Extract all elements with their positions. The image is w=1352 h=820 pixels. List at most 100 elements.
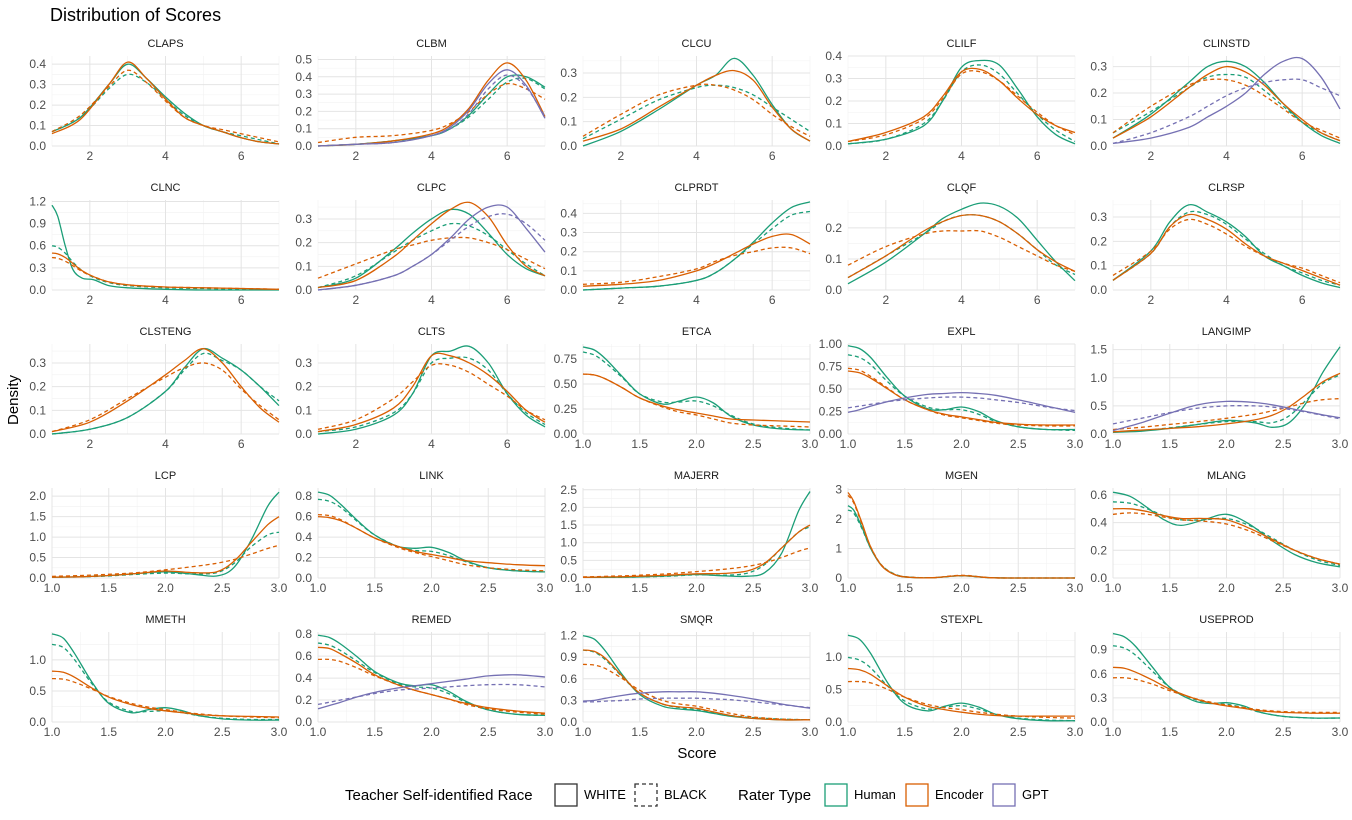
y-tick-label: 0.6 [1090,488,1107,502]
panel-mmeth: MMETH 1.0 1.5 2.0 2.5 3.0 0.0 0.5 1.0 [29,614,287,739]
x-tick-label: 3.0 [1332,581,1349,595]
x-tick-label: 6 [504,293,511,307]
y-tick-label: 0.2 [295,236,312,250]
y-tick-label: 0.0 [29,571,46,585]
y-tick-label: 0.0 [29,139,46,153]
y-tick-label: 0.6 [1090,667,1107,681]
y-tick-label: 0.5 [29,684,46,698]
series-encoder-white [317,515,546,567]
x-tick-label: 2.5 [1275,437,1292,451]
series-encoder-white [582,524,811,578]
y-tick-label: 0.4 [29,57,46,71]
panel-etca: ETCA 1.0 1.5 2.0 2.5 3.0 0.00 0.25 0.50 0.75 [554,326,819,451]
series-gpt-black [847,396,1076,412]
y-tick-label: 0.3 [1090,210,1107,224]
x-tick-label: 2.0 [1218,437,1235,451]
legend-label-gpt: GPT [1022,787,1049,802]
y-tick-label: 0.3 [295,212,312,226]
series-gpt-black [317,213,546,291]
y-tick-label: 0.25 [819,405,843,419]
y-tick-label: 0.0 [825,715,842,729]
y-tick-label: 0.1 [825,252,842,266]
x-tick-label: 2 [86,437,93,451]
x-tick-label: 1.5 [631,725,648,739]
series-encoder-black [582,246,811,285]
x-tick-label: 2 [86,293,93,307]
series-human-black [51,352,280,435]
panel-clsteng: CLSTENG 2 4 6 0.0 0.1 0.2 0.3 [29,326,280,451]
x-tick-label: 2 [352,149,359,163]
x-tick-label: 4 [958,149,965,163]
facet-label: CLINSTD [1203,38,1250,50]
panel-useprod: USEPROD 1.0 1.5 2.0 2.5 3.0 0.0 0.3 0.6 0.9 [1090,614,1348,739]
y-tick-label: 0.0 [1090,139,1107,153]
legend-label-white: WHITE [584,787,626,802]
x-tick-label: 1.0 [575,437,592,451]
facet-label: MGEN [945,470,978,482]
x-tick-label: 6 [769,293,776,307]
x-tick-label: 2.5 [745,581,762,595]
facet-label: REMED [412,614,452,626]
x-tick-label: 2.5 [214,725,231,739]
series-encoder-black [51,677,280,719]
x-tick-label: 2.0 [688,437,705,451]
x-tick-label: 2.0 [688,725,705,739]
x-tick-label: 4 [693,293,700,307]
x-tick-label: 4 [958,293,965,307]
panel-langimp: LANGIMP 1.0 1.5 2.0 2.5 3.0 0.0 0.5 1.0 1.5 [1090,326,1348,451]
y-tick-label: 1.2 [29,194,46,208]
facet-label: CLILF [947,38,977,50]
x-tick-label: 2.0 [423,581,440,595]
x-tick-label: 2.0 [1218,581,1235,595]
x-tick-label: 2.0 [157,725,174,739]
y-tick-label: 0.00 [554,427,578,441]
chart-title: Distribution of Scores [50,5,221,25]
y-tick-label: 1.5 [560,518,577,532]
x-tick-label: 1.5 [896,437,913,451]
series-encoder-black [1112,218,1341,284]
y-tick-label: 0.0 [825,283,842,297]
x-tick-label: 3.0 [537,581,554,595]
y-tick-label: 1.5 [1090,343,1107,357]
y-tick-label: 1.0 [560,536,577,550]
x-tick-label: 1.5 [100,581,117,595]
series-encoder-white [317,62,546,147]
y-tick-label: 0.8 [295,627,312,641]
series-encoder-white [1112,372,1341,433]
series-encoder-white [51,516,280,578]
series-gpt-black [317,74,546,147]
panel-clqf: CLQF 2 4 6 0.0 0.1 0.2 [825,182,1076,307]
panel-majerr: MAJERR 1.0 1.5 2.0 2.5 3.0 0.0 0.5 1.0 1.5 2.0 2.5 [560,470,818,595]
y-tick-label: 0.2 [825,94,842,108]
series-gpt-white [317,674,546,710]
panel-clpc: CLPC 2 4 6 0.0 0.1 0.2 0.3 [295,182,546,307]
y-tick-label: 0.1 [560,264,577,278]
y-tick-label: 1 [835,541,842,555]
y-tick-label: 1.0 [1090,371,1107,385]
panel-clprdt: CLPRDT 2 4 6 0.0 0.1 0.2 0.3 0.4 [560,182,811,307]
x-tick-label: 4 [693,149,700,163]
y-tick-label: 0.0 [295,283,312,297]
facet-label: CLBM [416,38,447,50]
y-tick-label: 0 [835,571,842,585]
x-tick-label: 3.0 [537,725,554,739]
y-tick-label: 1.00 [819,337,843,351]
facet-panels: CLAPS 2 4 6 0.0 0.1 0.2 0.3 0.4 CLBM 2 4 6 0.0 0.1 0.2 0… [29,38,1348,739]
y-tick-label: 0.8 [295,489,312,503]
y-tick-label: 0.25 [554,402,578,416]
y-tick-label: 0.0 [29,715,46,729]
y-tick-label: 0.1 [29,119,46,133]
x-tick-label: 1.0 [310,581,327,595]
y-tick-label: 0.0 [1090,571,1107,585]
facet-label: STEXPL [940,614,982,626]
x-tick-label: 2.5 [480,725,497,739]
series-encoder-black [1112,677,1341,714]
y-tick-label: 0.3 [295,87,312,101]
x-tick-label: 2 [882,149,889,163]
y-tick-label: 0.3 [1090,60,1107,74]
x-tick-label: 2 [352,437,359,451]
x-tick-label: 2.5 [1010,725,1027,739]
x-tick-label: 3.0 [1332,437,1349,451]
legend-race-title: Teacher Self-identified Race [345,787,533,804]
x-tick-label: 1.5 [1161,725,1178,739]
